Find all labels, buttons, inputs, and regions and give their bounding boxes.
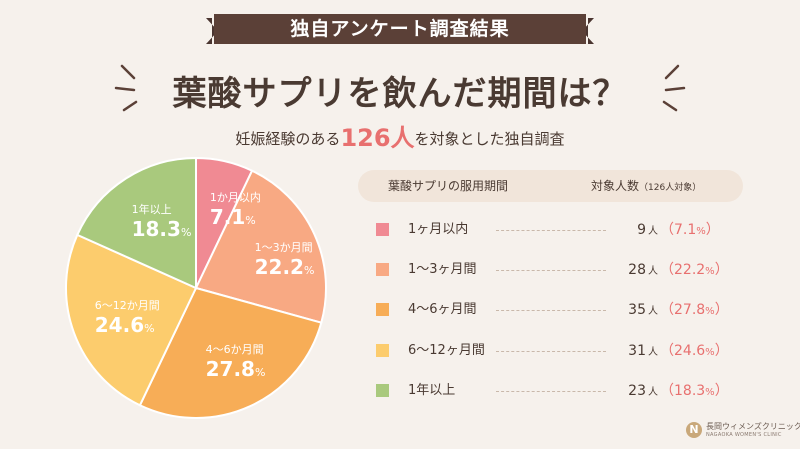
logo-name: 長岡ウィメンズクリニック [706, 422, 800, 431]
pie-slice-percent-unit: % [254, 366, 266, 380]
legend-count: 9 [637, 222, 646, 238]
table-header: 葉酸サプリの服用期間 対象人数（126人対象） [358, 170, 743, 202]
pie-slice-value: 22.2% [254, 254, 315, 279]
pie-slice-label: 6～12か月間 24.6% [95, 299, 160, 341]
pie-slice-label: 1か月以内 7.1% [210, 191, 261, 233]
legend-count-unit: 人 [648, 347, 658, 358]
legend-label: 1年以上 [408, 383, 456, 398]
legend-swatch [376, 303, 389, 316]
legend-percent: （7.1%） [660, 218, 720, 244]
pie-slice-percent-unit: % [245, 214, 256, 228]
legend-count: 23 [628, 383, 646, 399]
legend-percent-unit: % [696, 226, 706, 237]
headline: 葉酸サプリを飲んだ期間は？ [172, 74, 628, 114]
pie-slice-value: 18.3% [131, 216, 192, 241]
legend-percent-close: ） [714, 343, 729, 359]
legend-percent-unit: % [705, 387, 715, 398]
legend-label: 6～12ヶ月間 [408, 343, 485, 358]
legend-leader [496, 351, 606, 352]
legend-count-unit: 人 [648, 387, 658, 398]
legend-row: 6～12ヶ月間 31 人（24.6%） [358, 339, 743, 363]
legend-percent-close: ） [714, 262, 729, 278]
legend-percent: （18.3%） [660, 379, 729, 405]
table-header-count-label: 対象人数 [591, 179, 640, 193]
legend-percent-unit: % [705, 266, 715, 277]
legend-leader [496, 310, 606, 311]
title-ribbon: 独自アンケート調査結果 [206, 14, 594, 48]
legend-count: 35 [628, 302, 646, 318]
legend-count-unit: 人 [648, 226, 658, 237]
pie-slice-value: 7.1% [209, 205, 256, 230]
pie-slice-category: 6～12か月間 [94, 298, 160, 312]
legend-percent-close: ） [714, 383, 729, 399]
pie-slice [138, 286, 323, 419]
legend-leader [496, 270, 606, 271]
pie-slice-percent-unit: % [180, 225, 192, 239]
legend-percent-close: ） [714, 302, 729, 318]
legend-swatch [376, 344, 389, 357]
legend-swatch [376, 223, 389, 236]
table-header-count-note: （126人対象） [639, 183, 702, 193]
legend-percent: （24.6%） [660, 339, 729, 365]
pie-slice-label: 1年以上 18.3% [132, 203, 192, 245]
pie-slice-value: 24.6% [94, 312, 155, 337]
subline-after: を対象とした独自調査 [414, 130, 565, 148]
pie-slice-category: 1年以上 [131, 202, 172, 216]
legend-percent: （22.2%） [660, 258, 729, 284]
legend-percent: （27.8%） [660, 298, 729, 324]
pie-slice-category: 4～6か月間 [205, 343, 264, 357]
logo-sub: NAGAOKA WOMEN'S CLINIC [706, 432, 782, 438]
legend-percent-unit: % [705, 306, 715, 317]
legend-row: 4～6ヶ月間 35 人（27.8%） [358, 298, 743, 322]
ribbon-shape [206, 14, 594, 44]
subline-before: 妊娠経験のある [235, 130, 341, 148]
pie-slice-category: 1～3か月間 [254, 240, 313, 254]
table-header-period: 葉酸サプリの服用期間 [388, 179, 509, 193]
legend-percent-value: （22.2 [660, 262, 706, 278]
legend-percent-close: ） [705, 222, 720, 238]
subline-highlight: 126人 [340, 124, 415, 152]
pie-slice-percent-unit: % [144, 321, 155, 335]
legend-swatch [376, 263, 389, 276]
headline-rays [114, 64, 686, 112]
legend-swatch [376, 384, 389, 397]
legend-percent-value: （27.8 [660, 302, 706, 318]
legend-count: 28 [628, 262, 646, 278]
pie-slice-percent-unit: % [303, 263, 315, 277]
legend-label: 1ヶ月以内 [408, 222, 469, 237]
legend-percent-value: （7.1 [660, 222, 697, 238]
pie-slice-label: 1～3か月間 22.2% [255, 241, 315, 283]
pie-slice-value: 27.8% [205, 357, 266, 382]
clinic-logo: N 長岡ウィメンズクリニック NAGAOKA WOMEN'S CLINIC [686, 420, 800, 442]
pie-slice [194, 169, 327, 324]
pie-slice-category: 1か月以内 [209, 191, 261, 205]
legend-label: 4～6ヶ月間 [408, 302, 477, 317]
subline: 妊娠経験のある126人を対象とした独自調査 [0, 118, 800, 153]
legend-count: 31 [628, 343, 646, 359]
legend-label: 1～3ヶ月間 [408, 262, 477, 277]
pie-slice [76, 156, 197, 290]
legend-leader [496, 230, 606, 231]
legend-row: 1年以上 23 人（18.3%） [358, 379, 743, 403]
legend-percent-value: （18.3 [660, 383, 706, 399]
legend-row: 1～3ヶ月間 28 人（22.2%） [358, 258, 743, 282]
ribbon-text: 独自アンケート調査結果 [290, 18, 510, 40]
legend-leader [496, 391, 606, 392]
legend-count-unit: 人 [648, 306, 658, 317]
table-header-count: 対象人数（126人対象） [591, 170, 701, 204]
pie-slice-label: 4～6か月間 27.8% [206, 343, 266, 385]
legend-count-unit: 人 [648, 266, 658, 277]
legend-row: 1ヶ月以内 9 人（7.1%） [358, 218, 743, 242]
logo-mark-icon: N [686, 422, 702, 438]
pie-slice [65, 233, 198, 407]
legend-percent-value: （24.6 [660, 343, 706, 359]
legend-percent-unit: % [705, 347, 715, 358]
